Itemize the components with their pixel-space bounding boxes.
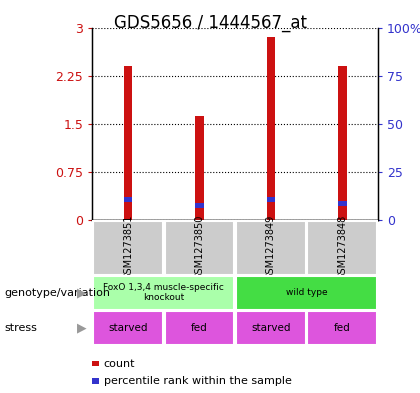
Bar — [236, 220, 306, 275]
Bar — [195, 204, 204, 208]
Text: genotype/variation: genotype/variation — [4, 288, 110, 298]
Bar — [165, 220, 234, 275]
Text: percentile rank within the sample: percentile rank within the sample — [104, 376, 291, 386]
Bar — [307, 311, 377, 345]
Text: ▶: ▶ — [77, 286, 87, 299]
Bar — [236, 276, 377, 310]
Text: fed: fed — [334, 323, 351, 333]
Bar — [267, 197, 275, 202]
Text: GSM1273848: GSM1273848 — [337, 215, 347, 280]
Bar — [338, 66, 346, 220]
Text: count: count — [104, 358, 135, 369]
Text: fed: fed — [191, 323, 208, 333]
Text: GSM1273849: GSM1273849 — [266, 215, 276, 280]
Text: GDS5656 / 1444567_at: GDS5656 / 1444567_at — [113, 14, 307, 32]
Bar — [124, 197, 132, 202]
Text: wild type: wild type — [286, 288, 328, 297]
Text: FoxO 1,3,4 muscle-specific
knockout: FoxO 1,3,4 muscle-specific knockout — [103, 283, 224, 303]
Bar — [124, 66, 132, 220]
Text: stress: stress — [4, 323, 37, 333]
Bar — [195, 116, 204, 220]
Text: starved: starved — [251, 323, 291, 333]
Text: ▶: ▶ — [77, 321, 87, 335]
Bar — [165, 311, 234, 345]
Bar — [93, 276, 234, 310]
Bar — [338, 202, 346, 206]
Bar — [307, 220, 377, 275]
Text: GSM1273850: GSM1273850 — [194, 215, 205, 280]
Bar — [93, 311, 163, 345]
Bar — [93, 220, 163, 275]
Text: starved: starved — [108, 323, 148, 333]
Text: GSM1273851: GSM1273851 — [123, 215, 133, 280]
Bar — [267, 37, 275, 220]
Bar — [236, 311, 306, 345]
